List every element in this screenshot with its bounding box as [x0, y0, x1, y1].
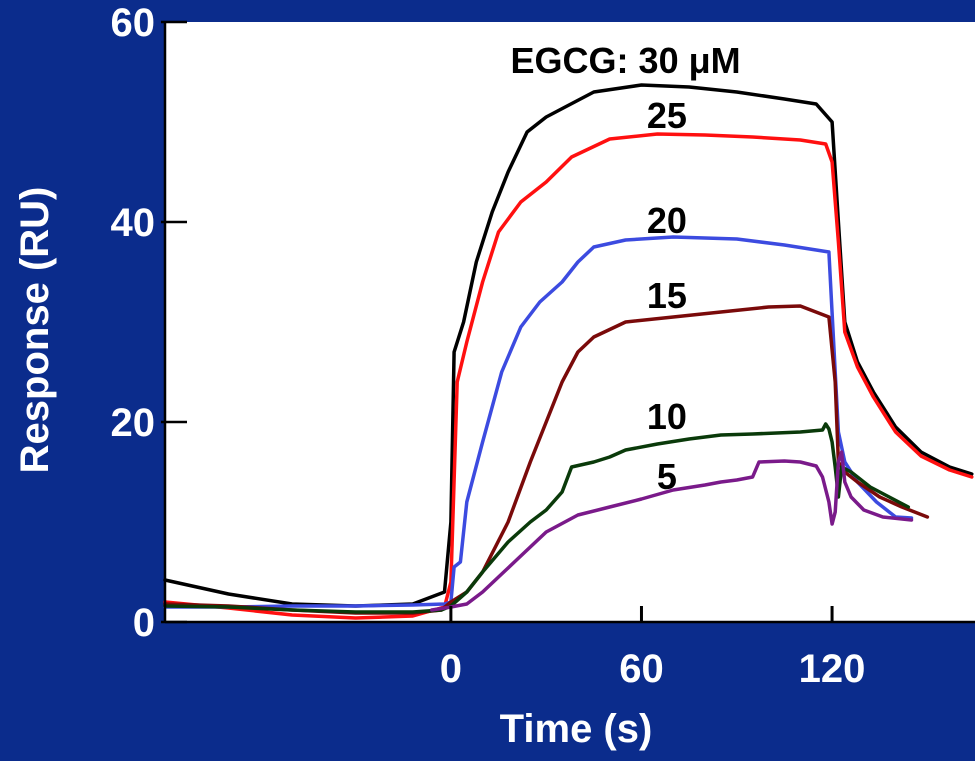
y-axis-ticks: 0 20 40 60 [111, 1, 187, 645]
series-label-1: 25 [647, 95, 687, 136]
y-axis-title: Response (RU) [13, 187, 57, 474]
series-line-0 [163, 83, 974, 608]
series-label-0: EGCG: 30 μM [511, 40, 741, 81]
series-line-2 [163, 235, 914, 609]
y-tick-label: 20 [111, 401, 156, 445]
x-axis-ticks: 0 60 120 [440, 606, 866, 691]
series-label-3: 15 [647, 275, 687, 316]
series-label-4: 10 [647, 396, 687, 437]
series-label-2: 20 [647, 200, 687, 241]
x-tick-label: 0 [440, 647, 462, 691]
series-labels: EGCG: 30 μM 25 20 15 10 5 [511, 40, 741, 497]
series-line-5 [430, 450, 914, 612]
x-tick-label: 60 [619, 647, 664, 691]
y-tick-label: 40 [111, 201, 156, 245]
x-axis-title: Time (s) [500, 707, 653, 751]
y-tick-label: 0 [133, 601, 155, 645]
x-tick-label: 120 [799, 647, 866, 691]
y-tick-label: 60 [111, 1, 156, 45]
series-label-5: 5 [657, 456, 677, 497]
series-layer [163, 83, 974, 620]
plot-background [165, 22, 975, 622]
